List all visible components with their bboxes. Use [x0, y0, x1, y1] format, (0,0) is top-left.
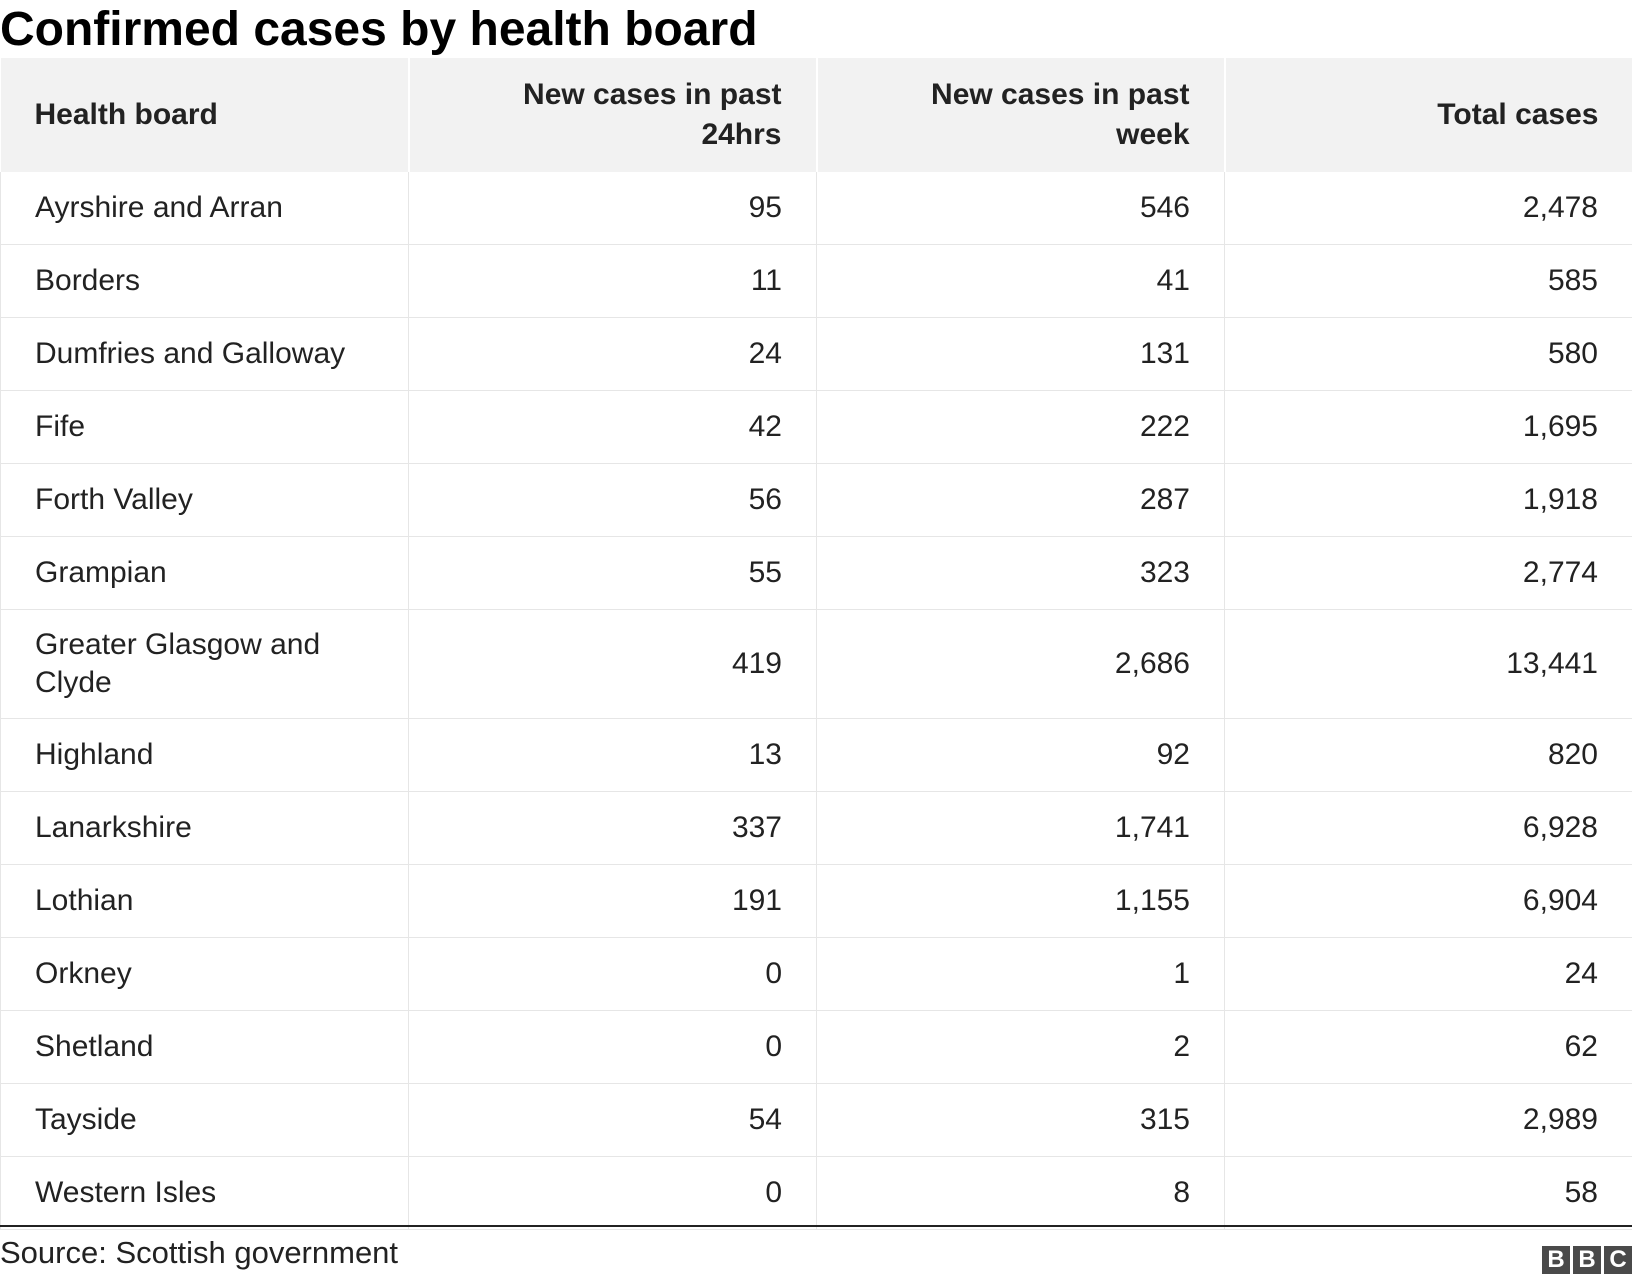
- header-row: Health board New cases in past 24hrs New…: [0, 58, 1632, 172]
- cell-health-board: Highland: [0, 718, 409, 792]
- column-header-health-board: Health board: [0, 58, 410, 172]
- table-row: Lanarkshire 337 1,741 6,928: [0, 791, 1632, 865]
- cell-new-24hrs: 56: [408, 463, 817, 537]
- cell-new-24hrs: 54: [408, 1083, 817, 1157]
- column-header-new-week: New cases in past week: [816, 58, 1226, 172]
- cell-new-week: 315: [816, 1083, 1225, 1157]
- cell-new-24hrs: 24: [408, 317, 817, 391]
- cell-total: 580: [1224, 317, 1632, 391]
- cell-health-board: Shetland: [0, 1010, 409, 1084]
- table-body: Ayrshire and Arran 95 546 2,478 Borders 11 41 5…: [0, 172, 1632, 1230]
- table-row: Lothian 191 1,155 6,904: [0, 864, 1632, 938]
- cell-new-week: 41: [816, 244, 1225, 318]
- cell-health-board: Lothian: [0, 864, 409, 938]
- cell-new-24hrs: 337: [408, 791, 817, 865]
- table-row: Ayrshire and Arran 95 546 2,478: [0, 172, 1632, 245]
- logo-letter-2: B: [1573, 1246, 1601, 1274]
- column-header-new-24hrs: New cases in past 24hrs: [408, 58, 818, 172]
- cell-new-24hrs: 55: [408, 536, 817, 610]
- logo-letter-1: B: [1542, 1246, 1570, 1274]
- cell-health-board: Orkney: [0, 937, 409, 1011]
- source-note: Source: Scottish government: [0, 1235, 399, 1270]
- table-row: Grampian 55 323 2,774: [0, 536, 1632, 610]
- table-row: Orkney 0 1 24: [0, 937, 1632, 1011]
- table-row: Forth Valley 56 287 1,918: [0, 463, 1632, 537]
- cell-new-week: 287: [816, 463, 1225, 537]
- cases-table-container: Health board New cases in past 24hrs New…: [0, 58, 1632, 1230]
- cell-total: 1,918: [1224, 463, 1632, 537]
- cell-new-24hrs: 191: [408, 864, 817, 938]
- cell-health-board: Borders: [0, 244, 409, 318]
- cell-health-board: Fife: [0, 390, 409, 464]
- table-row: Borders 11 41 585: [0, 244, 1632, 318]
- cell-new-week: 546: [816, 172, 1225, 245]
- cell-health-board: Western Isles: [0, 1156, 409, 1230]
- table-row: Highland 13 92 820: [0, 718, 1632, 792]
- cell-new-24hrs: 42: [408, 390, 817, 464]
- cell-new-24hrs: 11: [408, 244, 817, 318]
- table-row: Shetland 0 2 62: [0, 1010, 1632, 1084]
- cell-total: 1,695: [1224, 390, 1632, 464]
- cell-new-24hrs: 0: [408, 937, 817, 1011]
- cell-health-board: Tayside: [0, 1083, 409, 1157]
- cell-total: 6,928: [1224, 791, 1632, 865]
- cell-health-board: Grampian: [0, 536, 409, 610]
- cell-total: 6,904: [1224, 864, 1632, 938]
- cases-table: Health board New cases in past 24hrs New…: [0, 58, 1632, 1230]
- cell-health-board: Forth Valley: [0, 463, 409, 537]
- cell-total: 62: [1224, 1010, 1632, 1084]
- cell-total: 820: [1224, 718, 1632, 792]
- cell-new-week: 2,686: [816, 609, 1225, 719]
- cell-total: 585: [1224, 244, 1632, 318]
- cell-new-week: 1: [816, 937, 1225, 1011]
- table-row: Greater Glasgow and Clyde 419 2,686 13,441: [0, 609, 1632, 719]
- cell-new-24hrs: 0: [408, 1010, 817, 1084]
- cell-new-24hrs: 95: [408, 172, 817, 245]
- cell-new-week: 1,155: [816, 864, 1225, 938]
- footer-divider: [0, 1225, 1632, 1227]
- cell-total: 2,478: [1224, 172, 1632, 245]
- table-row: Dumfries and Galloway 24 131 580: [0, 317, 1632, 391]
- cell-new-week: 131: [816, 317, 1225, 391]
- cell-new-week: 92: [816, 718, 1225, 792]
- column-header-total: Total cases: [1224, 58, 1632, 172]
- chart-title: Confirmed cases by health board: [0, 3, 758, 56]
- cell-new-week: 1,741: [816, 791, 1225, 865]
- cell-total: 24: [1224, 937, 1632, 1011]
- table-row: Tayside 54 315 2,989: [0, 1083, 1632, 1157]
- cell-new-24hrs: 0: [408, 1156, 817, 1230]
- bbc-logo: B B C: [1542, 1246, 1632, 1274]
- cell-new-24hrs: 13: [408, 718, 817, 792]
- cell-health-board: Greater Glasgow and Clyde: [0, 609, 409, 719]
- cell-total: 2,989: [1224, 1083, 1632, 1157]
- logo-letter-3: C: [1604, 1246, 1632, 1274]
- cell-health-board: Lanarkshire: [0, 791, 409, 865]
- cell-health-board: Ayrshire and Arran: [0, 172, 409, 245]
- table-row: Western Isles 0 8 58: [0, 1156, 1632, 1230]
- table-row: Fife 42 222 1,695: [0, 390, 1632, 464]
- cell-total: 13,441: [1224, 609, 1632, 719]
- cell-new-24hrs: 419: [408, 609, 817, 719]
- cell-total: 58: [1224, 1156, 1632, 1230]
- cell-new-week: 222: [816, 390, 1225, 464]
- cell-new-week: 323: [816, 536, 1225, 610]
- table-header: Health board New cases in past 24hrs New…: [0, 58, 1632, 172]
- cell-new-week: 2: [816, 1010, 1225, 1084]
- cell-new-week: 8: [816, 1156, 1225, 1230]
- cell-health-board: Dumfries and Galloway: [0, 317, 409, 391]
- cell-total: 2,774: [1224, 536, 1632, 610]
